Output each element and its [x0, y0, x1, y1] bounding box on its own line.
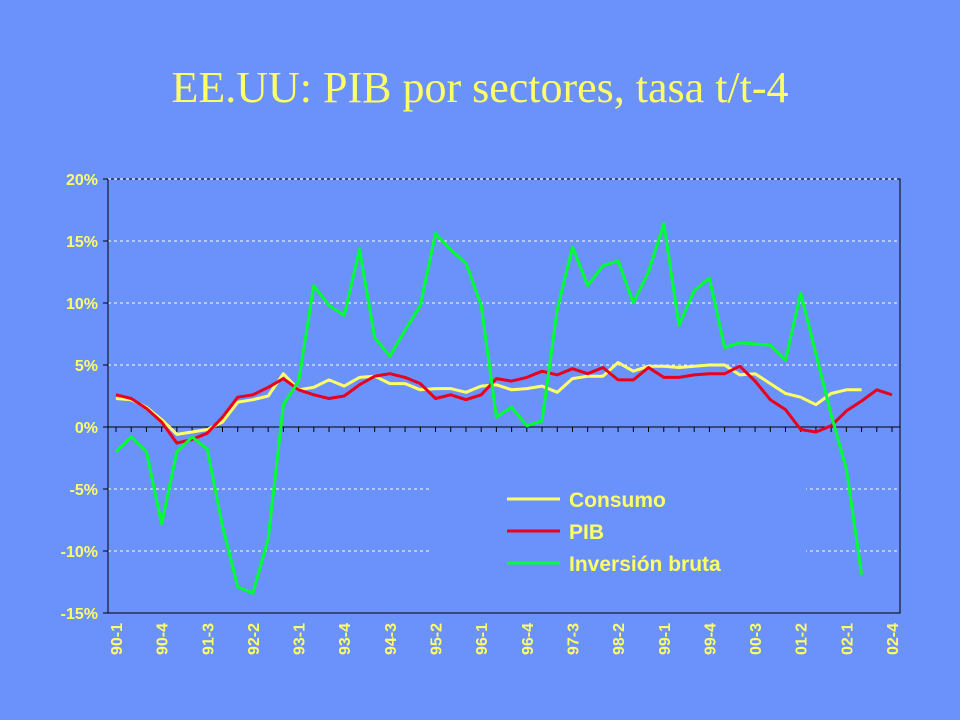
x-tick-label: 96-1 — [474, 623, 491, 655]
y-tick-label: 5% — [75, 358, 98, 375]
x-tick-label: 92-2 — [246, 623, 263, 655]
x-tick-label: 01-2 — [794, 623, 811, 655]
x-tick-label: 93-4 — [337, 623, 354, 655]
x-tick-label: 00-3 — [748, 623, 765, 655]
x-tick-label: 95-2 — [429, 623, 446, 655]
axes — [107, 179, 900, 613]
series-line-consumo — [115, 361, 862, 436]
legend-label-inversion: Inversión bruta — [569, 553, 721, 576]
x-tick-label: 97-3 — [565, 623, 582, 655]
x-tick-label: 99-1 — [657, 623, 674, 655]
series-line-pib — [115, 364, 893, 445]
legend-label-consumo: Consumo — [569, 489, 666, 512]
x-tick-label: 02-4 — [885, 623, 902, 655]
x-tick-label: 02-1 — [839, 623, 856, 655]
series-line-inversion — [114, 222, 864, 595]
y-tick-label: -5% — [70, 482, 98, 499]
x-tick-label: 98-2 — [611, 623, 628, 655]
x-axis-ticks: 90-1 90-4 91-3 92-2 93-1 93-4 94-3 95-2 96-1 96-4… — [109, 427, 902, 655]
y-tick-label: 10% — [66, 296, 98, 313]
x-tick-label: 93-1 — [292, 623, 309, 655]
x-tick-label: 90-1 — [109, 623, 126, 655]
legend: Consumo PIB Inversión bruta — [432, 478, 806, 580]
y-tick-label: 15% — [66, 234, 98, 251]
x-tick-label: 94-3 — [383, 623, 400, 655]
y-tick-label: 0% — [75, 420, 98, 437]
x-tick-label: 91-3 — [200, 623, 217, 655]
x-tick-label: 90-4 — [155, 623, 172, 655]
series-lines — [114, 222, 893, 595]
x-tick-label: 99-4 — [702, 623, 719, 655]
y-tick-label: -15% — [61, 606, 98, 623]
slide-title: EE.UU: PIB por sectores, tasa t/t-4 — [171, 63, 789, 112]
x-tick-label: 96-4 — [520, 623, 537, 655]
legend-label-pib: PIB — [569, 521, 604, 544]
y-tick-label: -10% — [61, 544, 98, 561]
y-axis-ticks: -15% -10% -5% 0% 5% 10% 15% 20% — [61, 172, 108, 623]
y-tick-label: 20% — [66, 172, 98, 189]
legend-box — [432, 478, 806, 580]
